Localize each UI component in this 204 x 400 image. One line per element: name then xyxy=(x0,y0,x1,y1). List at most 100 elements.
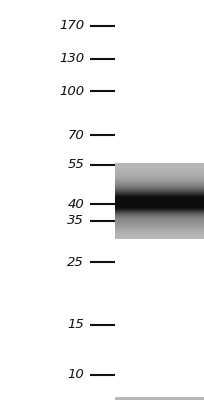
Bar xyxy=(114,398,204,399)
Bar xyxy=(114,166,204,167)
Bar xyxy=(114,398,204,399)
Bar xyxy=(114,398,204,400)
Bar xyxy=(114,398,204,400)
Bar xyxy=(114,398,204,399)
Bar xyxy=(114,398,204,399)
Bar xyxy=(114,398,204,399)
Bar xyxy=(114,200,204,201)
Bar xyxy=(114,398,204,399)
Bar xyxy=(114,398,204,400)
Bar xyxy=(114,398,204,400)
Bar xyxy=(114,398,204,399)
Bar xyxy=(114,208,204,209)
Bar xyxy=(114,227,204,228)
Bar xyxy=(114,398,204,400)
Bar xyxy=(114,398,204,400)
Bar xyxy=(114,398,204,400)
Bar xyxy=(114,398,204,399)
Text: 15: 15 xyxy=(67,318,84,332)
Bar xyxy=(114,398,204,399)
Bar xyxy=(114,398,204,400)
Text: 55: 55 xyxy=(67,158,84,171)
Bar xyxy=(114,398,204,399)
Bar xyxy=(114,398,204,399)
Bar xyxy=(114,398,204,400)
Bar xyxy=(114,398,204,399)
Bar xyxy=(114,398,204,400)
Bar xyxy=(114,398,204,399)
Bar xyxy=(114,399,204,400)
Bar xyxy=(114,398,204,399)
Bar xyxy=(114,398,204,399)
Bar xyxy=(114,220,204,221)
Bar xyxy=(114,398,204,400)
Bar xyxy=(114,398,204,399)
Bar xyxy=(114,399,204,400)
Bar xyxy=(114,398,204,400)
Bar xyxy=(114,398,204,399)
Bar xyxy=(114,398,204,399)
Bar xyxy=(114,398,204,400)
Bar xyxy=(114,398,204,400)
Bar xyxy=(114,397,204,399)
Bar xyxy=(114,398,204,400)
Bar xyxy=(114,398,204,399)
Bar xyxy=(114,398,204,399)
Bar xyxy=(114,397,204,399)
Bar xyxy=(114,398,204,400)
Bar xyxy=(114,189,204,190)
Bar xyxy=(114,398,204,400)
Bar xyxy=(114,183,204,184)
Bar xyxy=(114,399,204,400)
Bar xyxy=(114,398,204,400)
Bar xyxy=(114,186,204,187)
Bar xyxy=(114,398,204,400)
Bar xyxy=(114,398,204,400)
Bar xyxy=(114,201,204,202)
Bar xyxy=(114,398,204,400)
Bar xyxy=(114,398,204,399)
Bar xyxy=(114,399,204,400)
Bar xyxy=(114,398,204,399)
Bar xyxy=(114,180,204,181)
Bar xyxy=(114,181,204,182)
Bar xyxy=(114,398,204,399)
Bar xyxy=(114,398,204,399)
Bar xyxy=(114,398,204,399)
Bar xyxy=(114,398,204,400)
Bar xyxy=(114,398,204,399)
Bar xyxy=(114,398,204,399)
Bar xyxy=(114,398,204,400)
Bar xyxy=(114,398,204,400)
Bar xyxy=(114,398,204,400)
Bar xyxy=(114,398,204,400)
Bar xyxy=(114,398,204,399)
Bar xyxy=(114,398,204,400)
Bar xyxy=(114,225,204,226)
Bar xyxy=(114,398,204,400)
Bar xyxy=(114,398,204,400)
Bar xyxy=(114,212,204,213)
Bar xyxy=(114,398,204,399)
Bar xyxy=(114,177,204,178)
Bar xyxy=(114,398,204,399)
Bar xyxy=(114,399,204,400)
Bar xyxy=(114,230,204,231)
Bar xyxy=(114,398,204,399)
Bar xyxy=(114,398,204,399)
Bar xyxy=(114,398,204,399)
Bar xyxy=(114,398,204,400)
Bar xyxy=(114,398,204,399)
Bar xyxy=(114,398,204,399)
Bar xyxy=(114,185,204,186)
Bar xyxy=(114,398,204,399)
Bar xyxy=(114,398,204,399)
Bar xyxy=(114,398,204,400)
Bar xyxy=(114,398,204,399)
Bar xyxy=(114,398,204,399)
Bar xyxy=(114,398,204,399)
Bar xyxy=(114,398,204,400)
Bar xyxy=(114,398,204,399)
Bar xyxy=(114,397,204,399)
Bar xyxy=(114,398,204,400)
